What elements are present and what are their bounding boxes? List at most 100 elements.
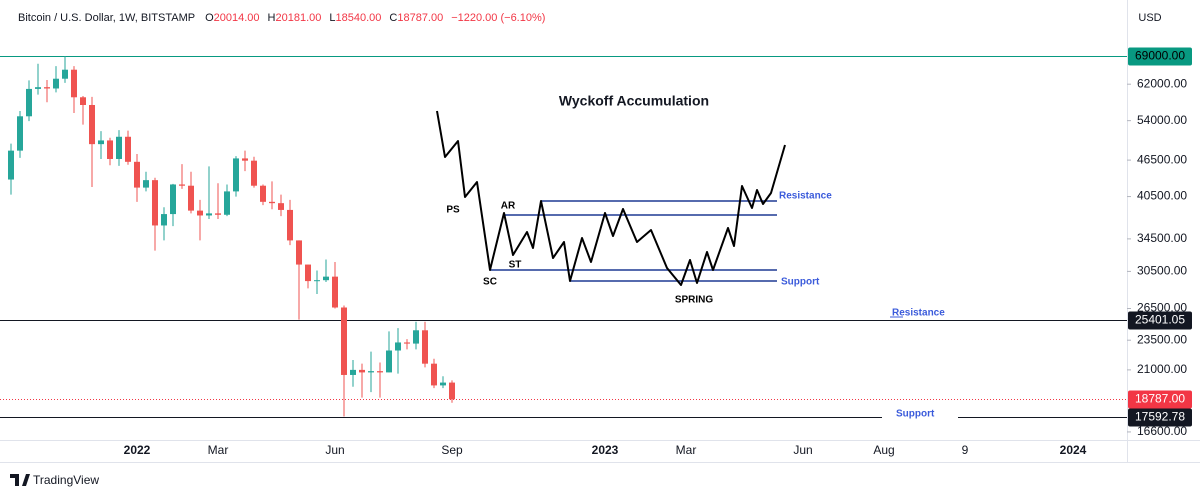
x-tick-label: Jun bbox=[325, 443, 344, 457]
header-text: H bbox=[268, 12, 276, 24]
candle-body bbox=[179, 184, 185, 186]
candle-body bbox=[395, 342, 401, 351]
candle-body bbox=[170, 184, 176, 215]
x-tick-label: 2022 bbox=[124, 443, 151, 457]
resistance-annotation: Resistance bbox=[892, 308, 945, 319]
price-label-box bbox=[1128, 408, 1192, 427]
inset-label: SPRING bbox=[675, 295, 714, 306]
price-label: 18787.00 bbox=[1135, 392, 1185, 406]
candle-body bbox=[53, 78, 59, 89]
candle-body bbox=[62, 69, 68, 79]
candle-body bbox=[332, 276, 338, 308]
candle-body bbox=[161, 214, 167, 226]
support-annotation: Support bbox=[896, 409, 935, 420]
candle-body bbox=[323, 276, 329, 281]
candle-body bbox=[116, 136, 122, 159]
candle-body bbox=[413, 330, 419, 344]
price-label-box bbox=[1128, 47, 1192, 66]
candle-body bbox=[44, 87, 50, 89]
price-label: 17592.78 bbox=[1135, 410, 1185, 424]
candle-body bbox=[251, 160, 257, 186]
candle-body bbox=[89, 104, 95, 145]
x-tick-label: 2023 bbox=[592, 443, 619, 457]
candle-body bbox=[260, 185, 266, 202]
inset-label: PS bbox=[446, 205, 460, 216]
y-tick-label: 23500.00 bbox=[1137, 332, 1187, 346]
inset-title: Wyckoff Accumulation bbox=[559, 93, 709, 109]
candle-body bbox=[98, 140, 104, 145]
candle-body bbox=[422, 330, 428, 364]
candle-body bbox=[278, 203, 284, 210]
candle-body bbox=[341, 307, 347, 375]
annotation-bg bbox=[882, 410, 958, 422]
candle-body bbox=[107, 140, 113, 159]
candle-body bbox=[152, 180, 158, 226]
header-text: 18787.00 bbox=[397, 12, 443, 24]
annotation-bg bbox=[888, 306, 954, 317]
candle-body bbox=[242, 158, 248, 161]
candle-body bbox=[350, 369, 356, 375]
candle-body bbox=[134, 161, 140, 188]
y-tick-label: 46500.00 bbox=[1137, 152, 1187, 166]
header-text: 20014.00 bbox=[214, 12, 260, 24]
candle-body bbox=[125, 136, 131, 162]
candle-body bbox=[80, 97, 86, 105]
x-tick-label: Aug bbox=[873, 443, 894, 457]
candle-body bbox=[287, 209, 293, 241]
brand-logo bbox=[10, 474, 30, 486]
candle-body bbox=[359, 369, 365, 373]
x-tick-label: Jun bbox=[793, 443, 812, 457]
candle-body bbox=[314, 280, 320, 282]
candle-body bbox=[386, 350, 392, 373]
header-text: Bitcoin / U.S. Dollar, 1W, BITSTAMP bbox=[18, 12, 195, 24]
candle-body bbox=[440, 382, 446, 386]
x-tick-label: 9 bbox=[962, 443, 969, 457]
y-tick-label: 16600.00 bbox=[1137, 424, 1187, 438]
inset-label: ST bbox=[509, 260, 522, 271]
header-text: C bbox=[389, 12, 397, 24]
candle-body bbox=[215, 213, 221, 215]
candle-body bbox=[269, 201, 275, 204]
candle-body bbox=[233, 158, 239, 192]
header-text: −1220.00 (−6.10%) bbox=[451, 12, 545, 24]
candle-body bbox=[143, 180, 149, 188]
price-label-box bbox=[1128, 390, 1192, 409]
inset-label: SC bbox=[483, 277, 497, 288]
header-text: O bbox=[205, 12, 214, 24]
candle-body bbox=[188, 185, 194, 211]
candle-body bbox=[431, 363, 437, 386]
candle-body bbox=[368, 371, 374, 373]
y-tick-label: 21000.00 bbox=[1137, 362, 1187, 376]
inset-label: AR bbox=[501, 201, 516, 212]
inset-support: Support bbox=[781, 277, 820, 288]
wyckoff-inset: Wyckoff Accumulation PS AR ST SC SPRING … bbox=[428, 84, 838, 310]
candle-body bbox=[206, 213, 212, 216]
candle-body bbox=[377, 371, 383, 373]
candles bbox=[8, 55, 455, 417]
header-text: 18540.00 bbox=[336, 12, 382, 24]
price-label: 69000.00 bbox=[1135, 49, 1185, 63]
y-tick-label: 26500.00 bbox=[1137, 301, 1187, 315]
price-label: 25401.05 bbox=[1135, 313, 1185, 327]
brand: TradingView bbox=[33, 473, 99, 487]
candle-body bbox=[71, 69, 77, 98]
candle-body bbox=[26, 88, 32, 117]
x-tick-label: Mar bbox=[676, 443, 697, 457]
candle-body bbox=[35, 87, 41, 89]
candle-body bbox=[197, 210, 203, 216]
x-tick-label: 2024 bbox=[1060, 443, 1087, 457]
candle-body bbox=[224, 191, 230, 215]
x-tick-label: Sep bbox=[441, 443, 463, 457]
inset-path bbox=[436, 110, 786, 286]
inset-background bbox=[428, 84, 838, 310]
header-text: L bbox=[329, 12, 335, 24]
inset-resistance: Resistance bbox=[779, 191, 832, 202]
currency: USD bbox=[1138, 12, 1161, 24]
candle-body bbox=[296, 240, 302, 265]
candle-body bbox=[449, 382, 455, 400]
y-tick-label: 30500.00 bbox=[1137, 264, 1187, 278]
candle-body bbox=[17, 116, 23, 151]
candle-body bbox=[305, 264, 311, 282]
y-tick-label: 54000.00 bbox=[1137, 113, 1187, 127]
